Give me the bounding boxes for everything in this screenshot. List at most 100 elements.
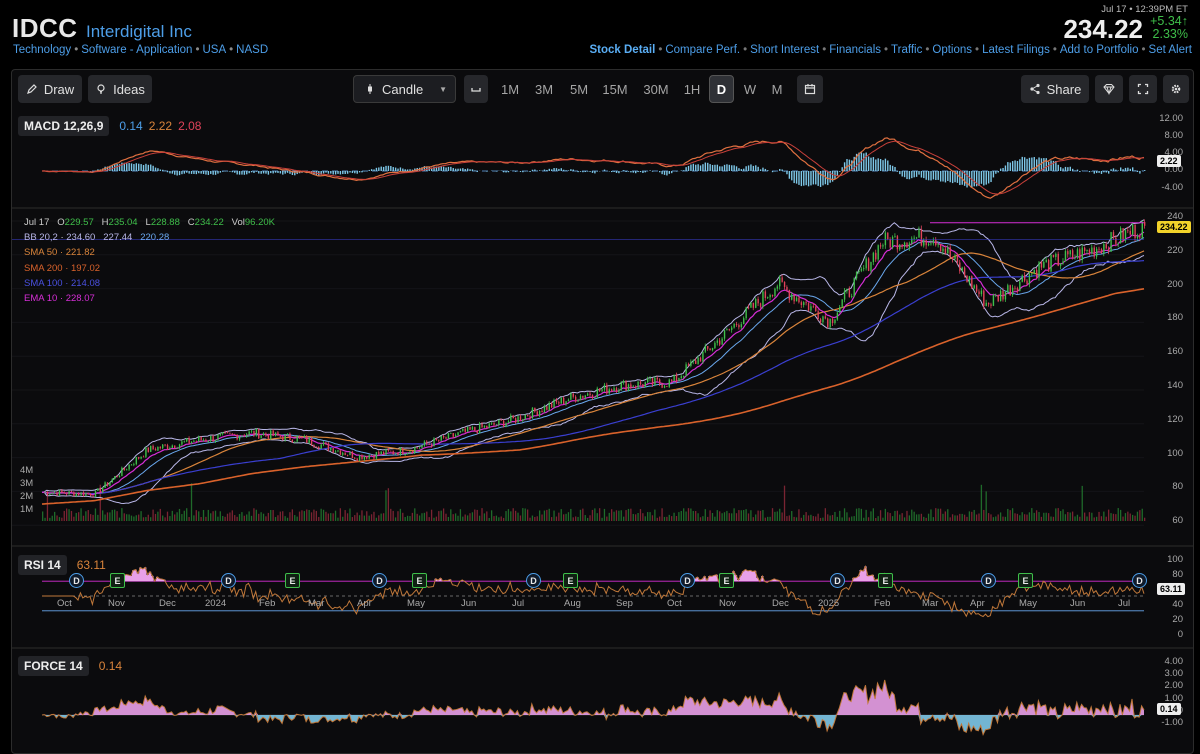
country-link[interactable]: USA (202, 44, 227, 56)
candle-body (294, 441, 296, 443)
crosshair-toggle[interactable] (464, 75, 488, 103)
macd-hist-bar (531, 169, 534, 171)
sma100-row[interactable]: SMA 100 · 214.08 (24, 277, 101, 289)
volume-bar (903, 517, 906, 521)
candle-body (997, 294, 999, 302)
macd-hist-bar (930, 171, 932, 181)
volume-bar (824, 508, 826, 521)
dividend-marker[interactable]: D (981, 573, 996, 588)
earnings-marker[interactable]: E (878, 573, 893, 588)
nav-latest-filings[interactable]: Latest Filings (982, 44, 1050, 56)
macd-hist-bar (822, 171, 824, 186)
nav-options[interactable]: Options (932, 44, 973, 56)
macd-hist-bar (851, 160, 853, 171)
macd-hist-bar (632, 171, 635, 173)
tf-30m[interactable]: 30M (643, 81, 669, 97)
nav-add-to-portfolio[interactable]: Add to Portfolio (1059, 44, 1139, 56)
macd-hist-bar (1127, 167, 1129, 171)
volume-bar (971, 511, 973, 521)
volume-bar (1026, 514, 1028, 521)
candle-body (615, 388, 618, 392)
sma200-row[interactable]: SMA 200 · 197.02 (24, 262, 101, 274)
volume-bar (411, 512, 414, 521)
dividend-marker[interactable]: D (221, 573, 236, 588)
macd-hist-bar (457, 168, 459, 171)
bb-row[interactable]: BB 20,2 · 234.60 227.44 220.28 (24, 232, 170, 244)
settings-button[interactable] (1163, 75, 1189, 103)
nav-traffic[interactable]: Traffic (891, 44, 923, 56)
dividend-marker[interactable]: D (1132, 573, 1147, 588)
earnings-marker[interactable]: E (285, 573, 300, 588)
volume-bar (1083, 512, 1086, 521)
sector-link[interactable]: Technology (13, 44, 72, 56)
macd-hist-bar (685, 167, 687, 171)
sma50-row[interactable]: SMA 50 · 221.82 (24, 247, 95, 259)
dividend-marker[interactable]: D (830, 573, 845, 588)
fullscreen-button[interactable] (1129, 75, 1157, 103)
tf-d[interactable]: D (709, 75, 734, 103)
nav-compare-perf[interactable]: Compare Perf. (665, 44, 741, 56)
candle-body (543, 406, 546, 413)
macd-hist-bar (190, 171, 193, 174)
candle-body (999, 290, 1002, 302)
volume-bar (243, 515, 245, 521)
candle-body (224, 432, 226, 434)
rsi-name[interactable]: RSI 14 (18, 555, 67, 575)
exchange-link[interactable]: NASD (236, 44, 269, 56)
dividend-marker[interactable]: D (680, 573, 695, 588)
earnings-marker[interactable]: E (563, 573, 578, 588)
tf-5m[interactable]: 5M (569, 81, 589, 97)
macd-axis-4: 4.00 (1164, 147, 1184, 158)
macd-hist-bar (392, 167, 394, 171)
candle-body (1131, 224, 1134, 235)
volume-bar (354, 515, 356, 521)
macd-hist-bar (611, 171, 613, 173)
chart-type-select[interactable]: Candle ▼ (353, 75, 456, 103)
company-name[interactable]: Interdigital Inc (86, 22, 192, 41)
candle-body (829, 318, 831, 328)
volume-bar (978, 513, 980, 521)
macd-hist-bar (284, 171, 286, 174)
industry-link[interactable]: Software - Application (81, 44, 193, 56)
candle-body (1028, 274, 1031, 285)
volume-bar (1131, 514, 1134, 521)
dividend-marker[interactable]: D (69, 573, 84, 588)
share-button[interactable]: Share (1021, 75, 1089, 103)
date-range-button[interactable] (797, 75, 823, 103)
force-name[interactable]: FORCE 14 (18, 656, 89, 676)
volume-bar (668, 514, 670, 521)
candle-body (258, 429, 260, 439)
premium-button[interactable] (1095, 75, 1123, 103)
ema10-row[interactable]: EMA 10 · 228.07 (24, 293, 95, 305)
volume-bar (659, 516, 661, 521)
volume-bar (368, 515, 370, 521)
macd-name[interactable]: MACD 12,26,9 (18, 116, 110, 136)
earnings-marker[interactable]: E (110, 573, 125, 588)
earnings-marker[interactable]: E (412, 573, 427, 588)
volume-bar (637, 512, 639, 521)
ideas-button[interactable]: Ideas (88, 75, 152, 103)
volume-bar (366, 511, 368, 521)
nav-financials[interactable]: Financials (829, 44, 882, 56)
tf-w[interactable]: W (743, 81, 757, 97)
nav-stock-detail[interactable]: Stock Detail (589, 44, 656, 56)
earnings-marker[interactable]: E (719, 573, 734, 588)
candle-body (577, 400, 579, 402)
earnings-marker[interactable]: E (1018, 573, 1033, 588)
tf-15m[interactable]: 15M (602, 81, 628, 97)
tf-1h[interactable]: 1H (683, 81, 701, 97)
chart-canvas[interactable] (12, 70, 1193, 753)
candle-body (553, 399, 555, 408)
dividend-marker[interactable]: D (526, 573, 541, 588)
tf-1m[interactable]: 1M (500, 81, 520, 97)
candle-body (54, 492, 56, 494)
nav-short-interest[interactable]: Short Interest (750, 44, 820, 56)
nav-set-alert[interactable]: Set Alert (1148, 44, 1192, 56)
draw-button[interactable]: Draw (18, 75, 82, 103)
dividend-marker[interactable]: D (372, 573, 387, 588)
macd-hist-bar (795, 171, 798, 184)
tf-m[interactable]: M (771, 81, 783, 97)
macd-hist-bar (1074, 170, 1076, 171)
macd-hist-bar (337, 171, 339, 174)
tf-3m[interactable]: 3M (534, 81, 554, 97)
